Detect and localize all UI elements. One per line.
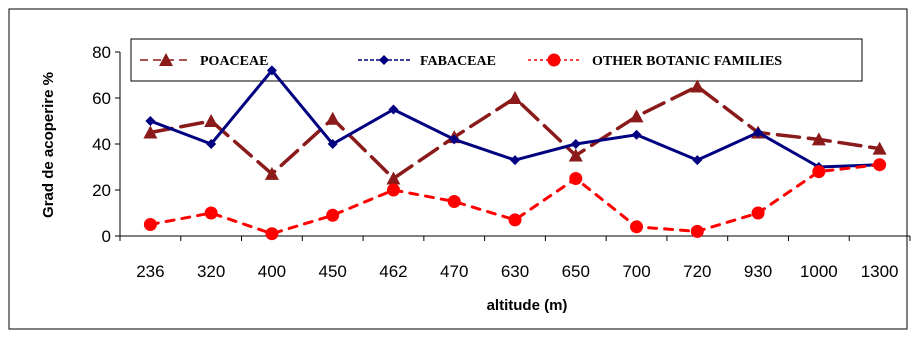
x-tick-label: 630 [501,262,529,281]
data-point-1-2 [266,65,277,76]
data-point-0-3 [325,111,340,125]
data-point-0-4 [386,171,401,185]
data-point-1-3 [327,139,338,149]
data-point-2-12 [873,158,887,172]
data-point-0-6 [508,91,522,104]
data-point-2-2 [265,227,279,241]
plot-layer: 0 20 40 60 80 236 320 400 450 462 470 630 650 700 720 9… [92,43,911,281]
data-point-1-9 [692,155,703,166]
x-tick-label: 700 [622,262,650,281]
data-point-2-0 [143,218,157,231]
data-point-2-1 [204,206,218,220]
data-point-0-8 [629,109,644,123]
data-point-0-9 [690,79,705,93]
data-point-0-7 [568,148,583,162]
data-point-1-6 [510,155,520,166]
data-point-1-8 [631,129,642,140]
legend-label-2: OTHER BOTANIC FAMILIES [592,54,782,69]
x-tick-label: 930 [744,262,772,281]
legend-label-0: POACEAE [200,54,268,69]
x-axis-title: altitude (m) [487,297,568,314]
data-point-2-5 [447,195,461,208]
x-tick-label: 462 [379,262,407,281]
data-point-0-2 [264,166,279,180]
x-tick-label: 720 [683,262,711,281]
data-point-1-7 [570,139,581,149]
y-tick-label: 80 [92,43,111,62]
x-tick-label: 320 [197,262,225,281]
legend-box [130,38,863,82]
data-point-0-1 [204,114,219,127]
data-point-2-11 [812,165,826,179]
data-point-0-12 [872,141,887,155]
data-point-2-10 [751,206,765,220]
data-point-2-3 [326,208,340,222]
legend-swatch-marker-0 [159,53,173,66]
legend: POACEAE FABACEAE OTHER BOTANIC FAMILIES [140,53,782,69]
data-point-2-9 [690,224,704,238]
data-point-1-1 [206,139,217,149]
data-point-1-10 [753,127,764,138]
data-point-1-4 [388,104,399,115]
x-tick-label: 1300 [861,262,899,281]
y-tick-label: 0 [102,227,111,246]
data-point-2-8 [630,220,644,234]
data-point-1-5 [449,134,460,145]
x-tick-label: 1000 [800,262,838,281]
x-tick-label: 650 [562,262,590,281]
data-point-0-0 [143,125,158,139]
data-point-2-4 [386,183,400,197]
x-tick-label: 400 [258,262,286,281]
x-tick-label: 450 [319,262,347,281]
legend-swatch-marker-2 [547,53,561,67]
y-axis-title: Grad de acoperire % [40,72,57,218]
y-tick-label: 60 [92,89,111,108]
x-tick-label: 236 [136,262,164,281]
x-tick-label: 470 [440,262,468,281]
data-point-2-7 [569,172,583,185]
data-point-2-6 [508,213,522,227]
legend-swatch-marker-1 [379,55,389,65]
data-point-0-11 [811,132,826,146]
data-point-1-0 [145,116,156,126]
y-tick-label: 20 [92,181,111,200]
y-tick-label: 40 [92,135,111,154]
legend-label-1: FABACEAE [420,54,496,69]
